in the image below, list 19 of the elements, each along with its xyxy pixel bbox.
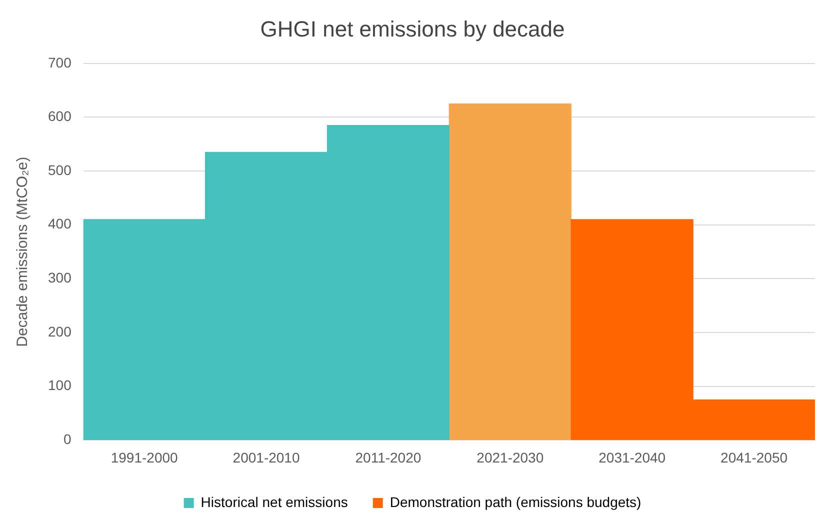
y-tick-label: 600 [48, 108, 72, 124]
bar [448, 103, 572, 440]
x-tick-label: 2021-2030 [476, 449, 544, 466]
chart-title: GHGI net emissions by decade [260, 16, 565, 42]
x-tick-label: 2031-2040 [598, 449, 666, 466]
legend-label: Historical net emissions [200, 494, 348, 510]
x-tick-label: 2041-2050 [720, 449, 788, 466]
y-tick-label: 700 [48, 54, 72, 70]
x-tick-label: 1991-2000 [110, 449, 178, 466]
y-tick-label: 200 [48, 323, 72, 340]
y-tick-label: 100 [48, 377, 72, 394]
x-tick-label: 2001-2010 [232, 449, 300, 466]
y-tick-label: 500 [48, 162, 72, 178]
y-tick-label: 0 [64, 431, 72, 448]
legend-label: Demonstration path (emissions budgets) [390, 494, 642, 510]
y-axis-title: Decade emissions (MtCO₂e) [14, 156, 32, 347]
x-tick-label: 2011-2020 [355, 449, 422, 466]
y-tick-label: 400 [48, 216, 72, 232]
y-tick-label: 300 [48, 270, 72, 286]
